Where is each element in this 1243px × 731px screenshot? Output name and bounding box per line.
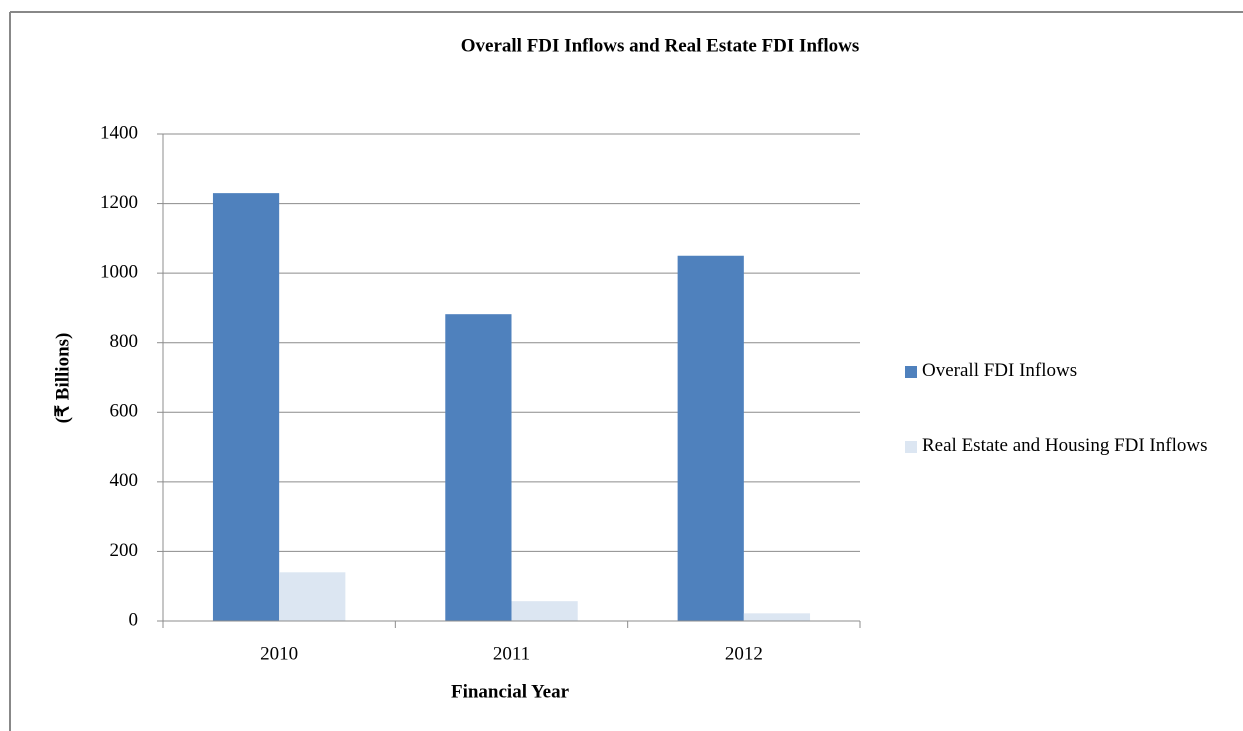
y-tick-label: 600	[110, 401, 139, 422]
legend-item: Overall FDI Inflows	[905, 355, 1225, 387]
y-axis-label: (₹ Billions)	[52, 333, 73, 424]
y-tick-label: 200	[110, 540, 139, 561]
bar	[212, 193, 280, 621]
bar	[279, 572, 346, 621]
y-tick-label: 1200	[100, 192, 138, 213]
y-tick-label: 1000	[100, 262, 138, 283]
y-tick-label: 800	[110, 331, 139, 352]
legend-swatch	[905, 441, 917, 453]
bar	[445, 314, 512, 621]
x-tick-label: 2011	[493, 643, 530, 664]
x-tick-label: 2012	[725, 643, 763, 664]
bar	[511, 601, 578, 621]
y-tick-label: 400	[110, 470, 139, 491]
x-axis-label: Financial Year	[451, 681, 570, 702]
bar	[743, 613, 811, 621]
legend-label: Overall FDI Inflows	[922, 360, 1078, 381]
legend-swatch	[905, 366, 917, 378]
bar	[677, 255, 744, 621]
legend-item: Real Estate and Housing FDI Inflows	[905, 430, 1225, 462]
x-tick-label: 2010	[260, 643, 298, 664]
y-tick-label: 1400	[100, 122, 138, 143]
legend-label: Real Estate and Housing FDI Inflows	[922, 435, 1208, 456]
y-tick-label: 0	[129, 609, 139, 630]
chart-title: Overall FDI Inflows and Real Estate FDI …	[461, 35, 859, 56]
